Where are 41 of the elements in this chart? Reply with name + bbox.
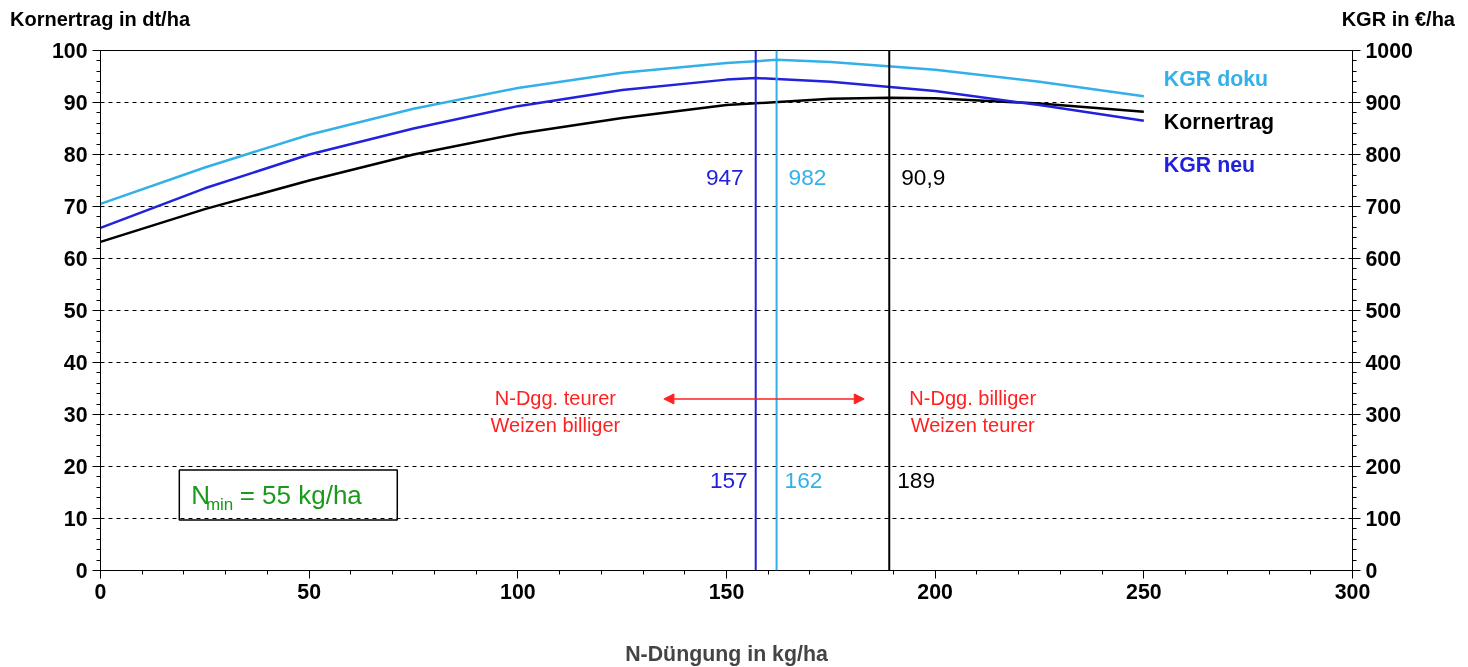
y-tick-label: 70: [63, 195, 88, 219]
x-tick-label: 150: [708, 579, 745, 604]
y2-tick-label: 300: [1365, 403, 1402, 427]
annotation: N-Dgg. teurer Weizen billiger: [490, 387, 621, 436]
series-label: KGR neu: [1163, 152, 1256, 177]
series-label: KGR doku: [1163, 66, 1269, 91]
x-tick-label: 100: [500, 579, 536, 604]
annotation: 947: [705, 163, 744, 190]
y2-axis-title: KGR in €/ha: [1341, 7, 1455, 32]
annotation: 90,9: [901, 163, 946, 190]
x-tick-label: 50: [297, 579, 322, 604]
y-tick-label: 100: [51, 39, 88, 63]
y-tick-label: 20: [63, 455, 88, 479]
y-tick-label: 60: [63, 247, 88, 271]
y-tick-label: 30: [63, 403, 88, 427]
x-tick-label: 200: [917, 579, 953, 604]
ref-line-label: 162: [784, 467, 823, 493]
y-tick-label: 40: [63, 351, 88, 375]
y2-tick-label: 100: [1365, 507, 1402, 531]
y2-tick-label: 600: [1365, 247, 1402, 271]
y-tick-label: 0: [75, 559, 88, 583]
ref-line-label: 157: [709, 467, 748, 493]
y-tick-label: 90: [63, 91, 88, 115]
x-tick-label: 0: [94, 579, 107, 604]
y-tick-label: 50: [63, 299, 88, 323]
y-tick-label: 10: [63, 507, 88, 531]
y2-tick-label: 200: [1365, 455, 1402, 479]
y2-tick-label: 900: [1365, 91, 1402, 115]
annotation: N-Dgg. billiger Weizen teurer: [909, 387, 1037, 436]
y2-tick-label: 500: [1365, 299, 1402, 323]
y2-tick-label: 1000: [1365, 39, 1413, 63]
y2-tick-label: 800: [1365, 143, 1402, 167]
series-label: Kornertrag: [1163, 109, 1275, 134]
x-tick-label: 250: [1126, 579, 1162, 604]
y2-tick-label: 700: [1365, 195, 1402, 219]
y2-tick-label: 400: [1365, 351, 1402, 375]
annotation: 982: [788, 163, 827, 190]
ref-line-label: 189: [897, 467, 936, 493]
y-tick-label: 80: [63, 143, 88, 167]
x-axis-title: N-Düngung in kg/ha: [625, 641, 828, 666]
y-axis-title: Kornertrag in dt/ha: [10, 7, 191, 32]
